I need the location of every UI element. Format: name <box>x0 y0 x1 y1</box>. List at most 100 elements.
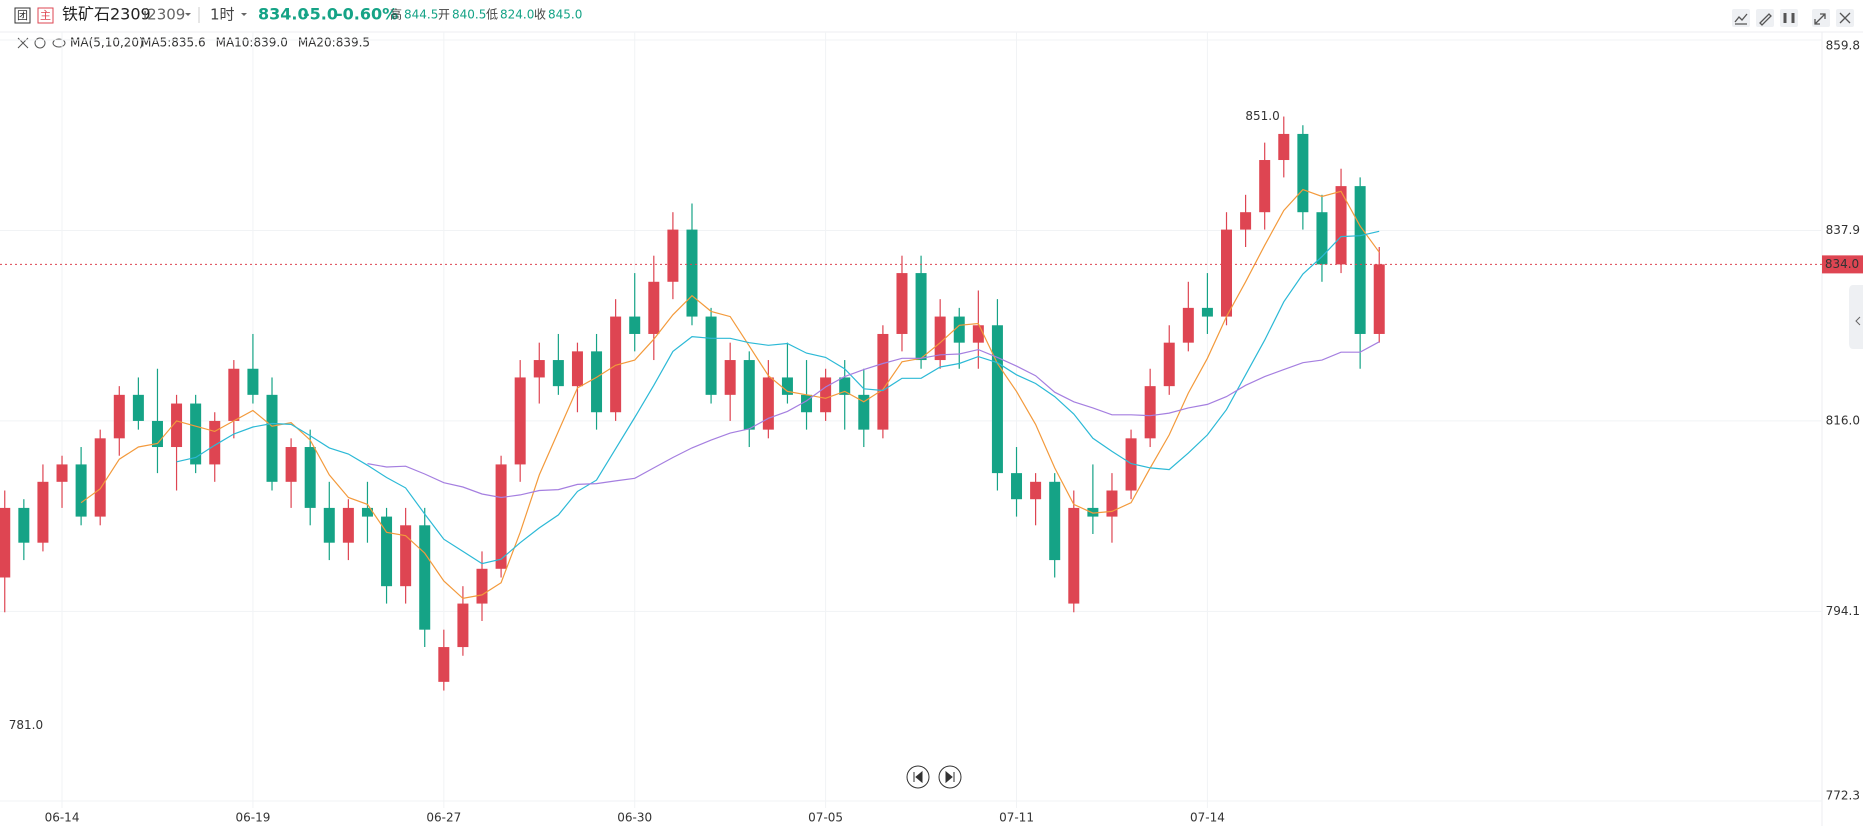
stat-value: 845.0 <box>548 8 582 22</box>
candle-body <box>801 394 813 413</box>
candle-body <box>495 464 507 569</box>
candle-body <box>762 377 774 430</box>
stat-value: 840.5 <box>452 8 486 22</box>
candle-body <box>1221 229 1233 317</box>
last-price-label: 834.0 <box>1825 257 1859 271</box>
candle-body <box>94 438 106 517</box>
candle-body <box>75 464 87 517</box>
dropdown-arrow[interactable] <box>185 13 191 16</box>
candle-body <box>381 516 393 587</box>
badge-box[interactable] <box>14 7 31 24</box>
candle-body <box>591 351 603 413</box>
candle-body <box>858 394 870 430</box>
x-tick-label: 07-11 <box>999 811 1034 825</box>
last-price-tag <box>1822 255 1863 274</box>
candle-body <box>457 603 469 648</box>
candle-body <box>934 316 946 361</box>
toolbar-icon[interactable] <box>1734 13 1748 25</box>
candle-body <box>1068 507 1080 604</box>
candle-body <box>1297 133 1309 213</box>
x-tick-label: 07-14 <box>1190 811 1225 825</box>
ma-line <box>176 230 1380 565</box>
badge[interactable]: 团 <box>17 9 28 22</box>
x-tick-label: 07-05 <box>808 811 843 825</box>
stat-label: 低 <box>486 8 498 22</box>
visibility-icon[interactable] <box>52 38 66 48</box>
side-panel-handle[interactable] <box>1849 285 1863 349</box>
candle-body <box>667 229 679 282</box>
period[interactable]: 1时 <box>210 6 235 24</box>
symbol-title[interactable]: 铁矿石2309 <box>62 5 151 24</box>
candle-body <box>953 316 965 343</box>
x-tick-label: 06-30 <box>617 811 652 825</box>
candle-body <box>610 316 622 413</box>
price-change: -5.0 <box>303 5 338 24</box>
candle-body <box>228 368 240 421</box>
toolbar-icon[interactable] <box>1783 13 1795 23</box>
candle-body <box>991 325 1003 474</box>
symbol-code[interactable]: i2309 <box>143 6 185 24</box>
candle-body <box>743 360 755 430</box>
candle-body <box>1201 307 1213 317</box>
candle-body <box>361 507 373 517</box>
candle-body <box>438 647 450 682</box>
extreme-label: 781.0 <box>9 718 43 732</box>
ma-line <box>367 341 1380 499</box>
candle-body <box>419 525 431 630</box>
candle-body <box>400 525 412 587</box>
candle-body <box>1240 212 1252 230</box>
stat-value: 844.5 <box>404 8 438 22</box>
toolbar-button[interactable] <box>1732 9 1750 27</box>
x-tick-label: 06-14 <box>45 811 80 825</box>
candle-body <box>1049 481 1061 561</box>
candle-body <box>266 394 278 482</box>
settings-icon[interactable] <box>34 37 46 49</box>
stat-value: 824.0 <box>500 8 534 22</box>
toolbar-icon[interactable] <box>1839 12 1851 24</box>
candle-body <box>56 464 68 482</box>
dropdown-arrow[interactable] <box>241 13 247 16</box>
x-tick-label: 06-19 <box>235 811 270 825</box>
candle-body <box>37 481 49 543</box>
candle-body <box>686 229 698 317</box>
candle-body <box>1335 186 1347 265</box>
candle-body <box>724 360 736 395</box>
candle-body <box>132 394 144 421</box>
candle-body <box>648 281 660 334</box>
candle-body <box>1087 507 1099 517</box>
toolbar-icon[interactable] <box>1814 13 1826 25</box>
candle-body <box>1278 133 1290 161</box>
candle-body <box>820 377 832 413</box>
candle-body <box>18 507 30 543</box>
prev-icon[interactable] <box>913 770 923 784</box>
candle-body <box>972 325 984 343</box>
candle-body <box>285 447 297 482</box>
next-icon[interactable] <box>945 770 955 784</box>
candle-body <box>0 507 11 578</box>
badge[interactable]: 主 <box>40 9 51 22</box>
stat-label: 开 <box>438 8 450 22</box>
toolbar-icon[interactable] <box>1759 13 1772 26</box>
price-change-pct: -0.60% <box>336 5 398 24</box>
extreme-label: 851.0 <box>1245 109 1279 123</box>
badge-box[interactable] <box>37 7 54 24</box>
y-tick-label: 859.8 <box>1826 39 1860 53</box>
candle-body <box>342 507 354 543</box>
candle-body <box>514 377 526 465</box>
candle-body <box>533 360 545 378</box>
y-tick-label: 837.9 <box>1826 223 1860 237</box>
candle-body <box>1373 264 1385 334</box>
toolbar-button[interactable] <box>1780 9 1798 27</box>
side-panel-arrow[interactable] <box>1855 316 1861 326</box>
candle-body <box>1030 481 1042 500</box>
indicator-name: MA(5,10,20) <box>70 36 144 50</box>
candle-body <box>896 273 908 334</box>
candle-body <box>1259 160 1271 213</box>
last-price: 834.0 <box>258 5 309 24</box>
candle-body <box>323 507 335 543</box>
candle-body <box>571 351 583 387</box>
legend-entry: MA5:835.6 <box>141 36 206 50</box>
candle-body <box>1182 307 1194 343</box>
